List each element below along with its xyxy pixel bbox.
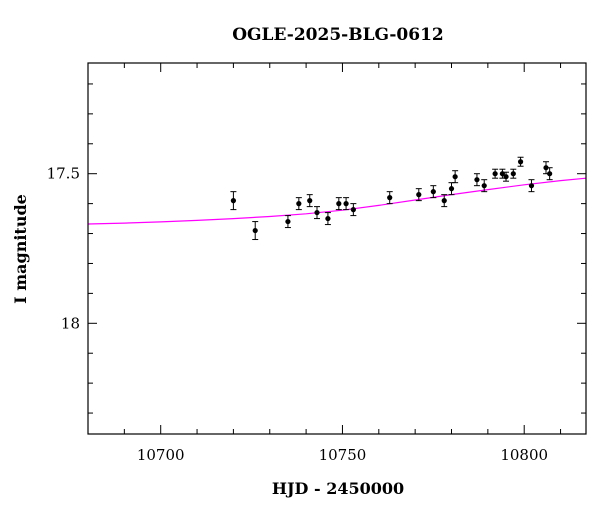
point-marker [230,198,237,204]
data-point [343,197,350,211]
data-point [335,197,342,211]
data-point [306,194,313,208]
point-marker [314,209,320,216]
y-tick-label: 18 [61,314,80,332]
point-marker [441,198,447,204]
point-marker [285,218,291,225]
point-marker [481,183,487,189]
data-point [324,212,331,226]
point-marker [336,201,342,207]
y-axis-label: I magnitude [11,194,30,304]
point-marker [416,192,422,198]
x-tick-label: 10750 [319,446,367,464]
data-point [528,179,535,193]
plot-frame [87,62,587,435]
data-point [510,168,517,179]
point-marker [452,174,458,180]
point-marker [350,207,356,213]
model-curve [87,177,587,225]
data-point [503,171,510,182]
x-tick-label: 10700 [137,446,185,464]
point-marker [430,189,436,195]
y-tick-label: 17.5 [47,165,80,183]
data-points [230,156,553,241]
point-marker [387,195,393,201]
data-point [492,168,499,179]
data-point [284,215,291,229]
point-marker [528,183,535,189]
data-point [441,194,448,208]
data-point [517,156,524,167]
point-marker [474,177,480,183]
data-point [295,197,302,211]
data-point [252,221,259,241]
point-marker [296,201,302,207]
point-marker [543,165,549,171]
point-marker [252,227,258,234]
point-marker [307,198,313,204]
axis-ticks: 10700 10750 10800 17.5 18 [47,63,586,464]
point-marker [510,171,516,177]
data-point [473,173,480,187]
point-marker [517,159,524,165]
point-marker [492,171,498,177]
data-point [543,161,550,175]
data-point [386,191,393,205]
data-point [230,191,237,211]
data-point [415,188,422,202]
point-marker [503,174,509,180]
point-marker [343,201,349,207]
x-axis-label: HJD - 2450000 [272,479,404,498]
model-fit-line [87,177,587,225]
data-point [350,203,357,217]
data-point [430,185,437,199]
chart-title: OGLE-2025-BLG-0612 [232,25,444,45]
point-marker [448,186,455,192]
data-point [452,170,459,184]
data-point [448,182,455,196]
data-point [499,168,506,179]
x-tick-label: 10800 [500,446,548,464]
data-point [481,179,488,193]
data-point [314,206,321,220]
data-point [546,167,553,181]
point-marker [325,215,331,222]
point-marker [547,171,553,177]
